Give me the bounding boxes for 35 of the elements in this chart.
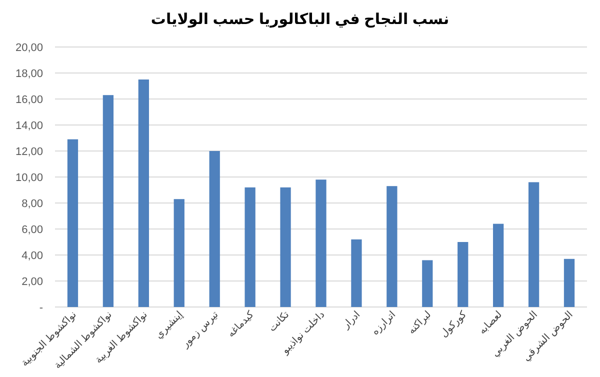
bar (351, 239, 362, 307)
y-tick-label: 18,00 (15, 68, 43, 80)
y-tick-label: 4,00 (22, 250, 43, 262)
bar (138, 80, 149, 307)
chart-title: نسب النجاح في الباكالوريا حسب الولايات (150, 11, 450, 28)
y-tick-label: 6,00 (22, 224, 43, 236)
x-tick-label: لعصابه (477, 309, 504, 337)
bar (564, 258, 575, 307)
bar (280, 187, 291, 307)
bar (493, 224, 504, 307)
bar (528, 182, 540, 307)
bar (316, 180, 326, 307)
bar (422, 260, 433, 307)
x-tick-label: اترارزه (370, 309, 398, 338)
y-tick-label: 14,00 (15, 120, 43, 132)
bar (67, 139, 78, 307)
y-tick-label: 12,00 (15, 146, 43, 158)
x-tick-label: كيدماغه (226, 309, 256, 340)
bar (102, 95, 114, 307)
bar (174, 199, 184, 307)
y-tick-label: 20,00 (15, 42, 43, 54)
bar (244, 187, 256, 307)
y-tick-label: 16,00 (15, 94, 43, 106)
y-tick-label: 8,00 (22, 198, 43, 210)
x-tick-label: لبراكنه (406, 309, 434, 337)
y-tick-label: 10,00 (15, 172, 43, 184)
y-tick-label: - (39, 302, 44, 314)
x-tick-label: تكانت (266, 309, 292, 334)
x-tick-label: كوركول (438, 309, 470, 340)
bar (458, 242, 468, 307)
bar (209, 151, 220, 307)
x-tick-label: إينشيري (154, 309, 186, 342)
bar (386, 186, 398, 307)
x-tick-label: ادرار (340, 309, 363, 332)
y-tick-label: 2,00 (22, 276, 43, 288)
